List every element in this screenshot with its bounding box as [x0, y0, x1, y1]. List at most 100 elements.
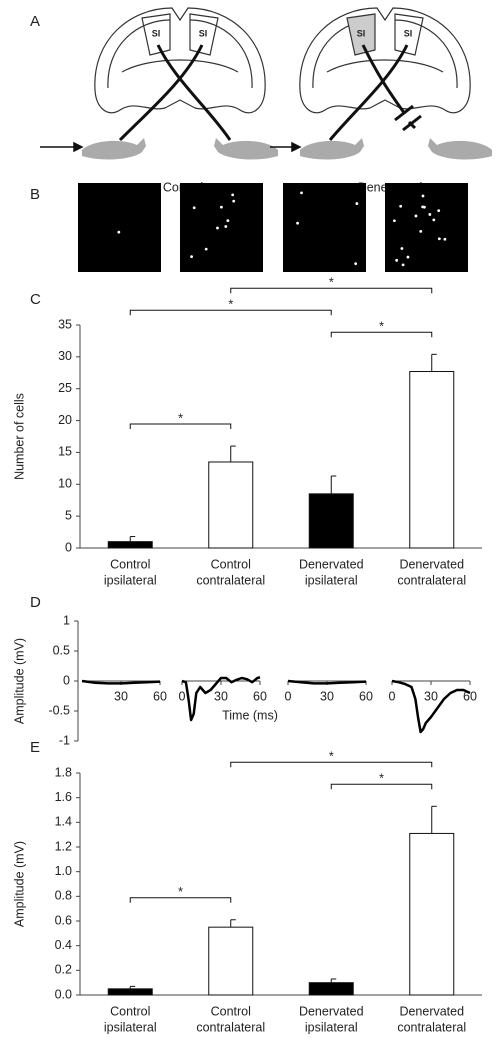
x-tick-label: contralateral — [196, 1020, 265, 1034]
region-label: SI — [357, 28, 366, 38]
cell-dot — [437, 237, 441, 241]
cell-dot — [432, 218, 436, 222]
x-tick-label: 60 — [253, 689, 267, 703]
bar — [208, 926, 254, 996]
cell-dot — [204, 247, 208, 251]
x-tick-label: Denervated — [399, 1004, 464, 1018]
cell-dot — [296, 221, 299, 225]
brain-denervated — [299, 7, 471, 141]
cell-dot — [395, 258, 399, 262]
bar — [308, 493, 354, 549]
x-tick-label: 30 — [114, 689, 128, 703]
y-tick-label: 0.2 — [55, 963, 72, 977]
cell-dot — [414, 214, 418, 218]
paws — [82, 138, 492, 160]
y-tick-label: 10 — [58, 477, 72, 491]
x-tick-label: Control — [211, 557, 251, 571]
x-tick-label: 0 — [179, 689, 186, 703]
micrograph — [78, 183, 161, 272]
cell-dot — [423, 205, 426, 209]
y-tick-label: 0 — [63, 673, 70, 687]
x-tick-label: 30 — [320, 689, 334, 703]
y-tick-label: 1.2 — [55, 839, 72, 853]
x-tick-label: 60 — [359, 689, 373, 703]
micrograph — [180, 183, 263, 272]
region-label: SI — [152, 28, 161, 38]
cell-dot — [399, 204, 403, 208]
significance-bracket — [129, 423, 232, 430]
y-tick-label: 0.5 — [53, 643, 70, 657]
x-tick-label: Denervated — [299, 557, 364, 571]
x-tick-label: 0 — [285, 689, 292, 703]
cell-dot — [437, 209, 441, 213]
significance-label: * — [379, 320, 384, 334]
micrographs — [78, 183, 468, 272]
significance-bracket — [129, 309, 332, 316]
y-tick-label: 0.4 — [55, 938, 72, 952]
significance-label: * — [178, 885, 183, 899]
significance-label: * — [178, 411, 183, 425]
cell-dot — [428, 213, 432, 216]
bar — [208, 461, 254, 549]
cell-dot — [355, 202, 359, 205]
cell-dot — [419, 229, 423, 233]
trace — [181, 676, 261, 722]
y-tick-label: 0 — [65, 540, 72, 554]
micrograph — [385, 183, 468, 272]
y-tick-label: -1 — [59, 733, 70, 747]
x-tick-label: 30 — [214, 689, 228, 703]
x-tick-label: 60 — [463, 689, 477, 703]
bar — [107, 988, 153, 996]
y-tick-label: 1.0 — [55, 864, 72, 878]
cell-dot — [401, 263, 405, 267]
trace — [287, 679, 367, 685]
y-tick-label: 0.6 — [55, 913, 72, 927]
cell-dot — [216, 226, 219, 230]
arrows — [40, 141, 302, 153]
micrograph — [283, 183, 366, 272]
significance-label: * — [329, 276, 334, 290]
cell-dot — [300, 191, 303, 195]
significance-bracket — [230, 761, 433, 768]
x-tick-label: 60 — [153, 689, 167, 703]
y-tick-label: 25 — [58, 381, 72, 395]
panel-label: A — [30, 13, 40, 30]
y-tick-label: 1.4 — [55, 815, 72, 829]
y-tick-label: 0.0 — [55, 987, 72, 1001]
region-label: SI — [404, 28, 413, 38]
cell-dot — [443, 237, 447, 241]
cell-dot — [190, 255, 193, 259]
x-tick-label: Control — [110, 1004, 150, 1018]
cell-dot — [421, 194, 425, 198]
panel-label: B — [30, 186, 40, 203]
brain-control — [94, 7, 266, 142]
significance-bracket — [129, 897, 232, 903]
x-tick-label: ipsilateral — [104, 573, 157, 587]
cell-dot — [117, 230, 121, 234]
y-axis-label: Amplitude (mV) — [12, 638, 26, 724]
x-tick-label: Denervated — [299, 1004, 364, 1018]
y-tick-label: 35 — [58, 317, 72, 331]
bar — [107, 541, 153, 549]
y-tick-label: 5 — [65, 508, 72, 522]
y-tick-label: 20 — [58, 413, 72, 427]
cell-dot — [406, 255, 410, 259]
x-tick-label: ipsilateral — [305, 573, 358, 587]
y-tick-label: 30 — [58, 349, 72, 363]
bar — [308, 982, 354, 996]
cell-dot — [400, 247, 404, 250]
cell-dot — [192, 206, 196, 210]
trace — [391, 679, 471, 734]
x-tick-label: contralateral — [196, 573, 265, 587]
y-tick-label: 1.8 — [55, 765, 72, 779]
cell-dot — [232, 199, 236, 203]
trace — [81, 679, 161, 685]
y-tick-label: -0.5 — [48, 703, 70, 717]
significance-bracket — [330, 331, 433, 338]
significance-label: * — [329, 750, 334, 764]
y-tick-label: 1.6 — [55, 790, 72, 804]
x-tick-label: ipsilateral — [104, 1020, 157, 1034]
panel-label: C — [30, 291, 41, 308]
x-tick-label: contralateral — [397, 573, 466, 587]
x-tick-label: 0 — [389, 689, 396, 703]
